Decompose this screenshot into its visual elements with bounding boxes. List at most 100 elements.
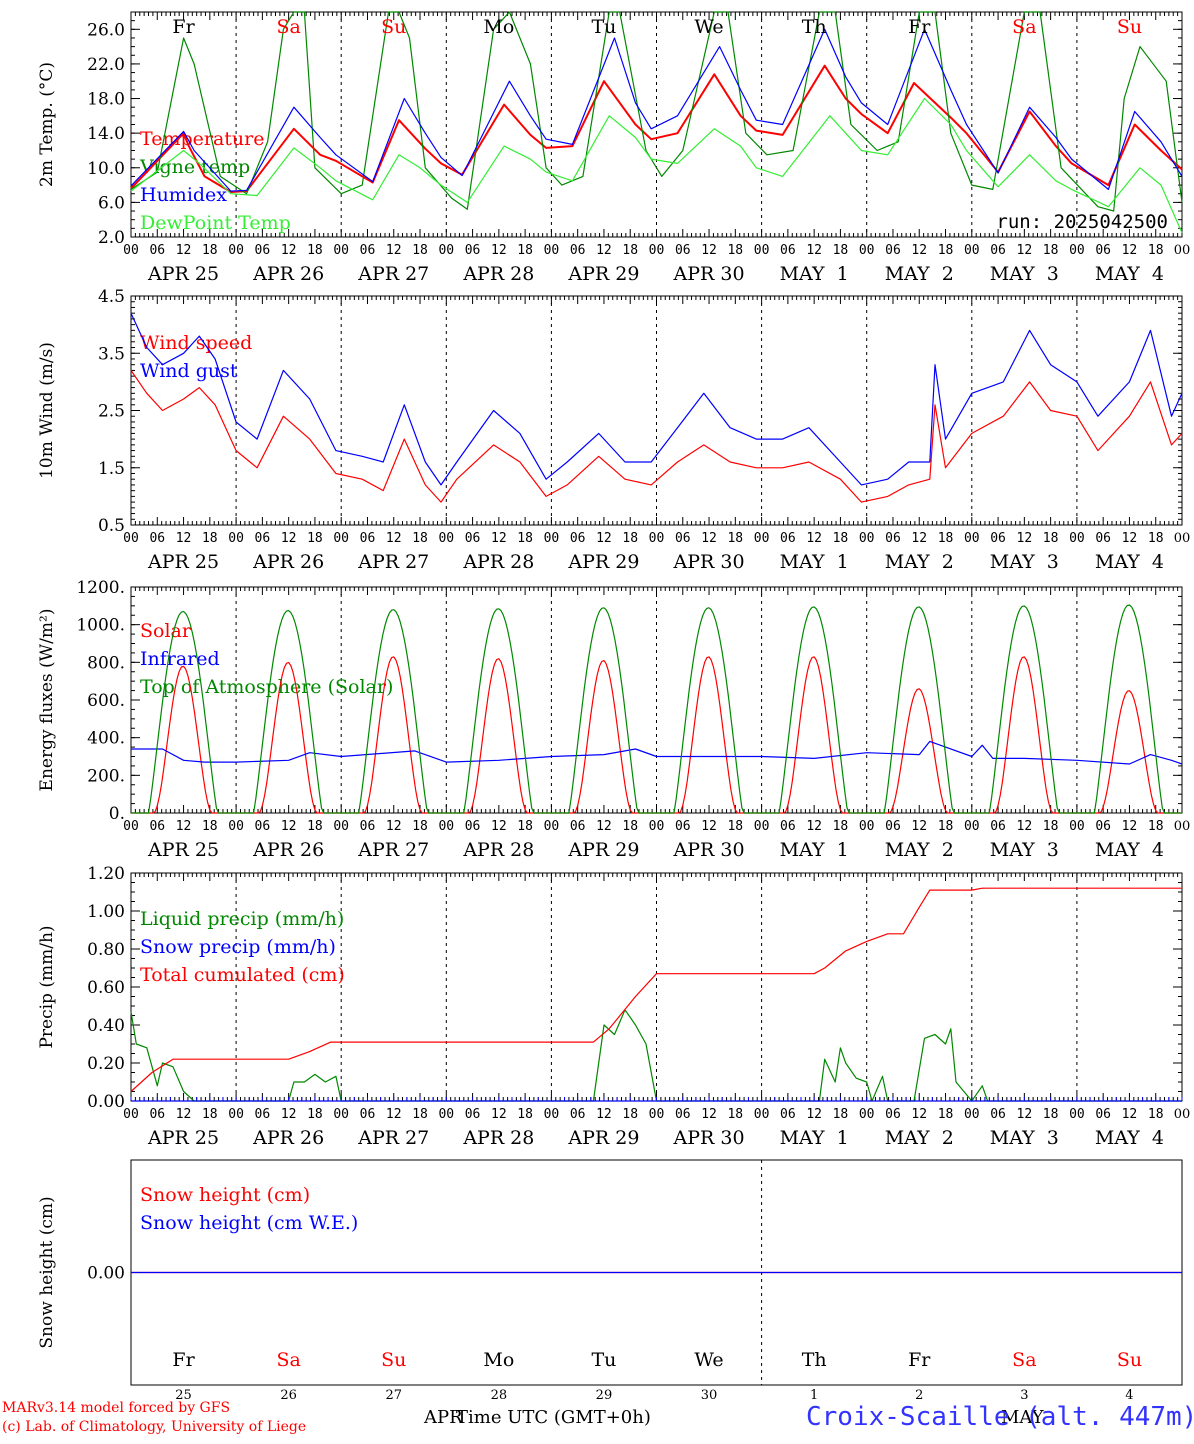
hour-tick-label: 12 (911, 819, 927, 834)
hour-tick-label: 00 (333, 819, 349, 834)
weekday-label: Tu (591, 16, 616, 38)
hour-tick-label: 18 (1148, 243, 1164, 258)
panel-energy: 0. 200. 400. 600. 800. 1000. 1200. Energy fluxe… (37, 578, 1190, 861)
hour-tick-label: 06 (885, 243, 901, 258)
hour-tick-label: 12 (176, 819, 192, 834)
hour-tick-label: 06 (149, 531, 165, 546)
hour-tick-label: 00 (123, 1107, 139, 1122)
hour-tick-label: 18 (727, 531, 743, 546)
date-label: APR 27 (357, 263, 429, 285)
y-tick-label: 0.40 (87, 1016, 125, 1036)
hour-tick-label: 18 (307, 243, 323, 258)
hour-tick-label: 18 (938, 819, 954, 834)
hour-tick-label: 00 (964, 243, 980, 258)
hour-tick-label: 00 (1174, 819, 1191, 834)
y-axis-label: Precip (mm/h) (37, 925, 57, 1048)
hour-tick-label: 00 (1069, 819, 1085, 834)
hour-tick-label: 18 (307, 531, 323, 546)
y-tick-label: 200. (87, 766, 125, 786)
hour-tick-label: 12 (386, 1107, 402, 1122)
hour-tick-label: 00 (438, 819, 454, 834)
hour-tick-label: 18 (833, 819, 849, 834)
hour-tick-label: 00 (964, 1107, 980, 1122)
date-label: MAY 1 (780, 263, 849, 285)
hour-tick-label: 06 (255, 1107, 271, 1122)
legend-entry: DewPoint Temp (140, 212, 291, 234)
y-tick-label: 4.5 (98, 287, 125, 307)
hour-tick-label: 06 (675, 243, 691, 258)
weekday-label: Su (1117, 16, 1142, 38)
weekday-label: Fr (172, 16, 195, 38)
hour-tick-label: 18 (622, 1107, 638, 1122)
day-number-label: 1 (810, 1388, 818, 1403)
date-label: MAY 3 (990, 839, 1059, 861)
hour-tick-label: 00 (333, 243, 349, 258)
date-label: APR 26 (252, 263, 324, 285)
hour-tick-label: 06 (1095, 243, 1111, 258)
hour-tick-label: 00 (1069, 531, 1085, 546)
hour-tick-label: 18 (307, 819, 323, 834)
date-label: APR 26 (252, 839, 324, 861)
hour-tick-label: 06 (780, 819, 796, 834)
series-line-humidex (130, 28, 1183, 192)
y-tick-label: 600. (87, 691, 125, 711)
hour-tick-label: 06 (780, 243, 796, 258)
hour-tick-label: 06 (360, 531, 376, 546)
hour-tick-label: 18 (622, 819, 638, 834)
y-axis-label: 10m Wind (m/s) (37, 342, 57, 479)
hour-tick-label: 06 (1095, 819, 1111, 834)
legend-entry: Vigne temp (139, 156, 250, 178)
hour-tick-label: 06 (255, 531, 271, 546)
hour-tick-label: 12 (491, 819, 507, 834)
day-number-label: 27 (385, 1388, 402, 1403)
weekday-label: Mo (483, 1349, 514, 1371)
date-label: MAY 3 (990, 551, 1059, 573)
y-tick-label: 0.60 (87, 978, 125, 998)
hour-tick-label: 12 (1122, 819, 1138, 834)
hour-tick-label: 18 (202, 1107, 218, 1122)
hour-tick-label: 12 (1017, 531, 1033, 546)
hour-tick-label: 06 (675, 531, 691, 546)
weekday-label: Tu (591, 1349, 616, 1371)
weekday-label: Su (381, 16, 406, 38)
day-number-label: 3 (1020, 1388, 1028, 1403)
hour-tick-label: 12 (491, 243, 507, 258)
hour-tick-label: 12 (176, 243, 192, 258)
hour-tick-label: 00 (544, 531, 560, 546)
hour-tick-label: 06 (360, 819, 376, 834)
hour-tick-label: 00 (228, 1107, 244, 1122)
hour-tick-label: 00 (1174, 531, 1191, 546)
hour-tick-label: 00 (964, 531, 980, 546)
hour-tick-label: 06 (675, 1107, 691, 1122)
hour-tick-label: 06 (990, 243, 1006, 258)
hour-tick-label: 18 (1148, 1107, 1164, 1122)
hour-tick-label: 12 (386, 243, 402, 258)
hour-tick-label: 06 (885, 819, 901, 834)
legend-entry: Top of Atmosphere (Solar) (140, 676, 393, 698)
hour-tick-label: 00 (649, 243, 665, 258)
hour-tick-label: 12 (596, 243, 612, 258)
date-label: APR 30 (673, 839, 745, 861)
hour-tick-label: 06 (570, 819, 586, 834)
hour-tick-label: 00 (754, 531, 770, 546)
date-label: MAY 3 (990, 1127, 1059, 1149)
credit-line-2: (c) Lab. of Climatology, University of L… (2, 1419, 307, 1435)
hour-tick-label: 06 (255, 243, 271, 258)
hour-tick-label: 12 (1122, 531, 1138, 546)
y-tick-label: 0.20 (87, 1054, 125, 1074)
hour-tick-label: 00 (438, 243, 454, 258)
hour-tick-label: 12 (176, 1107, 192, 1122)
hour-tick-label: 12 (281, 819, 297, 834)
legend-entry: Snow height (cm W.E.) (140, 1212, 358, 1234)
y-tick-label: 0.80 (87, 940, 125, 960)
hour-tick-label: 06 (780, 1107, 796, 1122)
date-label: APR 25 (147, 839, 219, 861)
y-tick-label: 10.0 (87, 159, 125, 179)
y-tick-label: 800. (87, 653, 125, 673)
day-number-label: 4 (1125, 1388, 1133, 1403)
hour-tick-label: 06 (465, 243, 481, 258)
hour-tick-label: 00 (859, 819, 875, 834)
hour-tick-label: 00 (964, 819, 980, 834)
panel-wind: 0.5 1.5 2.5 3.5 4.5 10m Wind (m/s) 00 06 12 18 APR… (37, 287, 1190, 573)
hour-tick-label: 00 (1174, 1107, 1191, 1122)
